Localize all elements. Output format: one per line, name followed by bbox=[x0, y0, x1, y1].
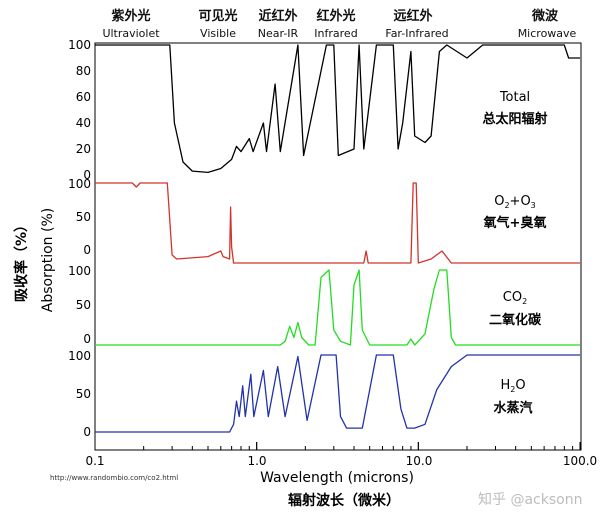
co2-tick-100: 100 bbox=[68, 264, 91, 278]
x-axis-title: Wavelength (microns) bbox=[260, 470, 414, 486]
x-tick-0-1: 0.1 bbox=[85, 454, 104, 468]
o2o3-tick-50: 50 bbox=[76, 210, 91, 224]
o2o3-tick-0: 0 bbox=[83, 243, 91, 257]
total-tick-40: 40 bbox=[76, 116, 91, 130]
band-cn-uv: 紫外光 bbox=[111, 8, 150, 24]
panel-co2-en: CO2 bbox=[503, 290, 527, 306]
band-cn-infrared: 红外光 bbox=[316, 8, 355, 24]
total-y-ticks: 100 80 60 40 20 0 bbox=[68, 38, 91, 182]
total-tick-60: 60 bbox=[76, 90, 91, 104]
h2o-tick-50: 50 bbox=[76, 387, 91, 401]
band-labels: 紫外光 Ultraviolet 可见光 Visible 近红外 Near-IR … bbox=[102, 8, 576, 40]
h2o-tick-0: 0 bbox=[83, 425, 91, 439]
band-cn-visible: 可见光 bbox=[198, 8, 237, 24]
panel-labels: Total 总太阳辐射 O2+O3 氧气+臭氧 CO2 二氧化碳 H2O 水蒸汽 bbox=[482, 90, 547, 416]
source-url: http://www.randombio.com/co2.html bbox=[50, 474, 178, 482]
curve-h2o bbox=[95, 354, 580, 433]
x-tick-10: 10.0 bbox=[406, 454, 433, 468]
total-tick-0: 0 bbox=[83, 168, 91, 182]
total-tick-80: 80 bbox=[76, 64, 91, 78]
x-tick-1: 1.0 bbox=[247, 454, 266, 468]
y-axis-title: Absorption (%) bbox=[40, 208, 56, 312]
curve-o2o3 bbox=[95, 182, 580, 264]
panel-h2o-cn: 水蒸汽 bbox=[493, 400, 532, 416]
band-en-microwave: Microwave bbox=[518, 27, 577, 40]
band-en-far-infrared: Far-Infrared bbox=[385, 27, 448, 40]
panel-o2o3-en: O2+O3 bbox=[494, 194, 536, 210]
total-tick-100: 100 bbox=[68, 38, 91, 52]
panel-o2o3-cn: 氧气+臭氧 bbox=[483, 215, 547, 231]
x-tick-100: 100.0 bbox=[563, 454, 597, 468]
panel-co2-cn: 二氧化碳 bbox=[489, 312, 542, 328]
panel-h2o-en: H2O bbox=[500, 378, 525, 394]
total-tick-20: 20 bbox=[76, 142, 91, 156]
band-en-near-ir: Near-IR bbox=[258, 27, 299, 40]
co2-y-ticks: 100 50 0 bbox=[68, 264, 91, 346]
curve-co2 bbox=[95, 269, 580, 346]
band-cn-microwave: 微波 bbox=[531, 8, 559, 24]
co2-tick-0: 0 bbox=[83, 332, 91, 346]
curve-total bbox=[95, 44, 580, 174]
watermark: 知乎 @acksonn bbox=[478, 491, 582, 508]
band-cn-near-ir: 近红外 bbox=[258, 8, 297, 24]
band-cn-far-infrared: 远红外 bbox=[393, 8, 432, 24]
o2o3-tick-100: 100 bbox=[68, 177, 91, 191]
band-en-visible: Visible bbox=[200, 27, 236, 40]
panel-total-cn: 总太阳辐射 bbox=[482, 111, 547, 127]
absorption-curves bbox=[95, 44, 580, 433]
band-en-uv: Ultraviolet bbox=[102, 27, 160, 40]
h2o-tick-100: 100 bbox=[68, 349, 91, 363]
x-minor-ticks bbox=[94, 442, 581, 450]
x-axis-title-cn: 辐射波长（微米） bbox=[288, 492, 400, 509]
y-axis-title-cn: 吸收率（%） bbox=[13, 218, 30, 302]
co2-tick-50: 50 bbox=[76, 298, 91, 312]
o2o3-y-ticks: 100 50 0 bbox=[68, 177, 91, 257]
band-en-infrared: Infrared bbox=[314, 27, 357, 40]
plot-frame bbox=[94, 42, 582, 451]
panel-total-en: Total bbox=[499, 90, 530, 105]
x-axis-ticks: 0.1 1.0 10.0 100.0 bbox=[85, 454, 597, 468]
h2o-y-ticks: 100 50 0 bbox=[68, 349, 91, 439]
